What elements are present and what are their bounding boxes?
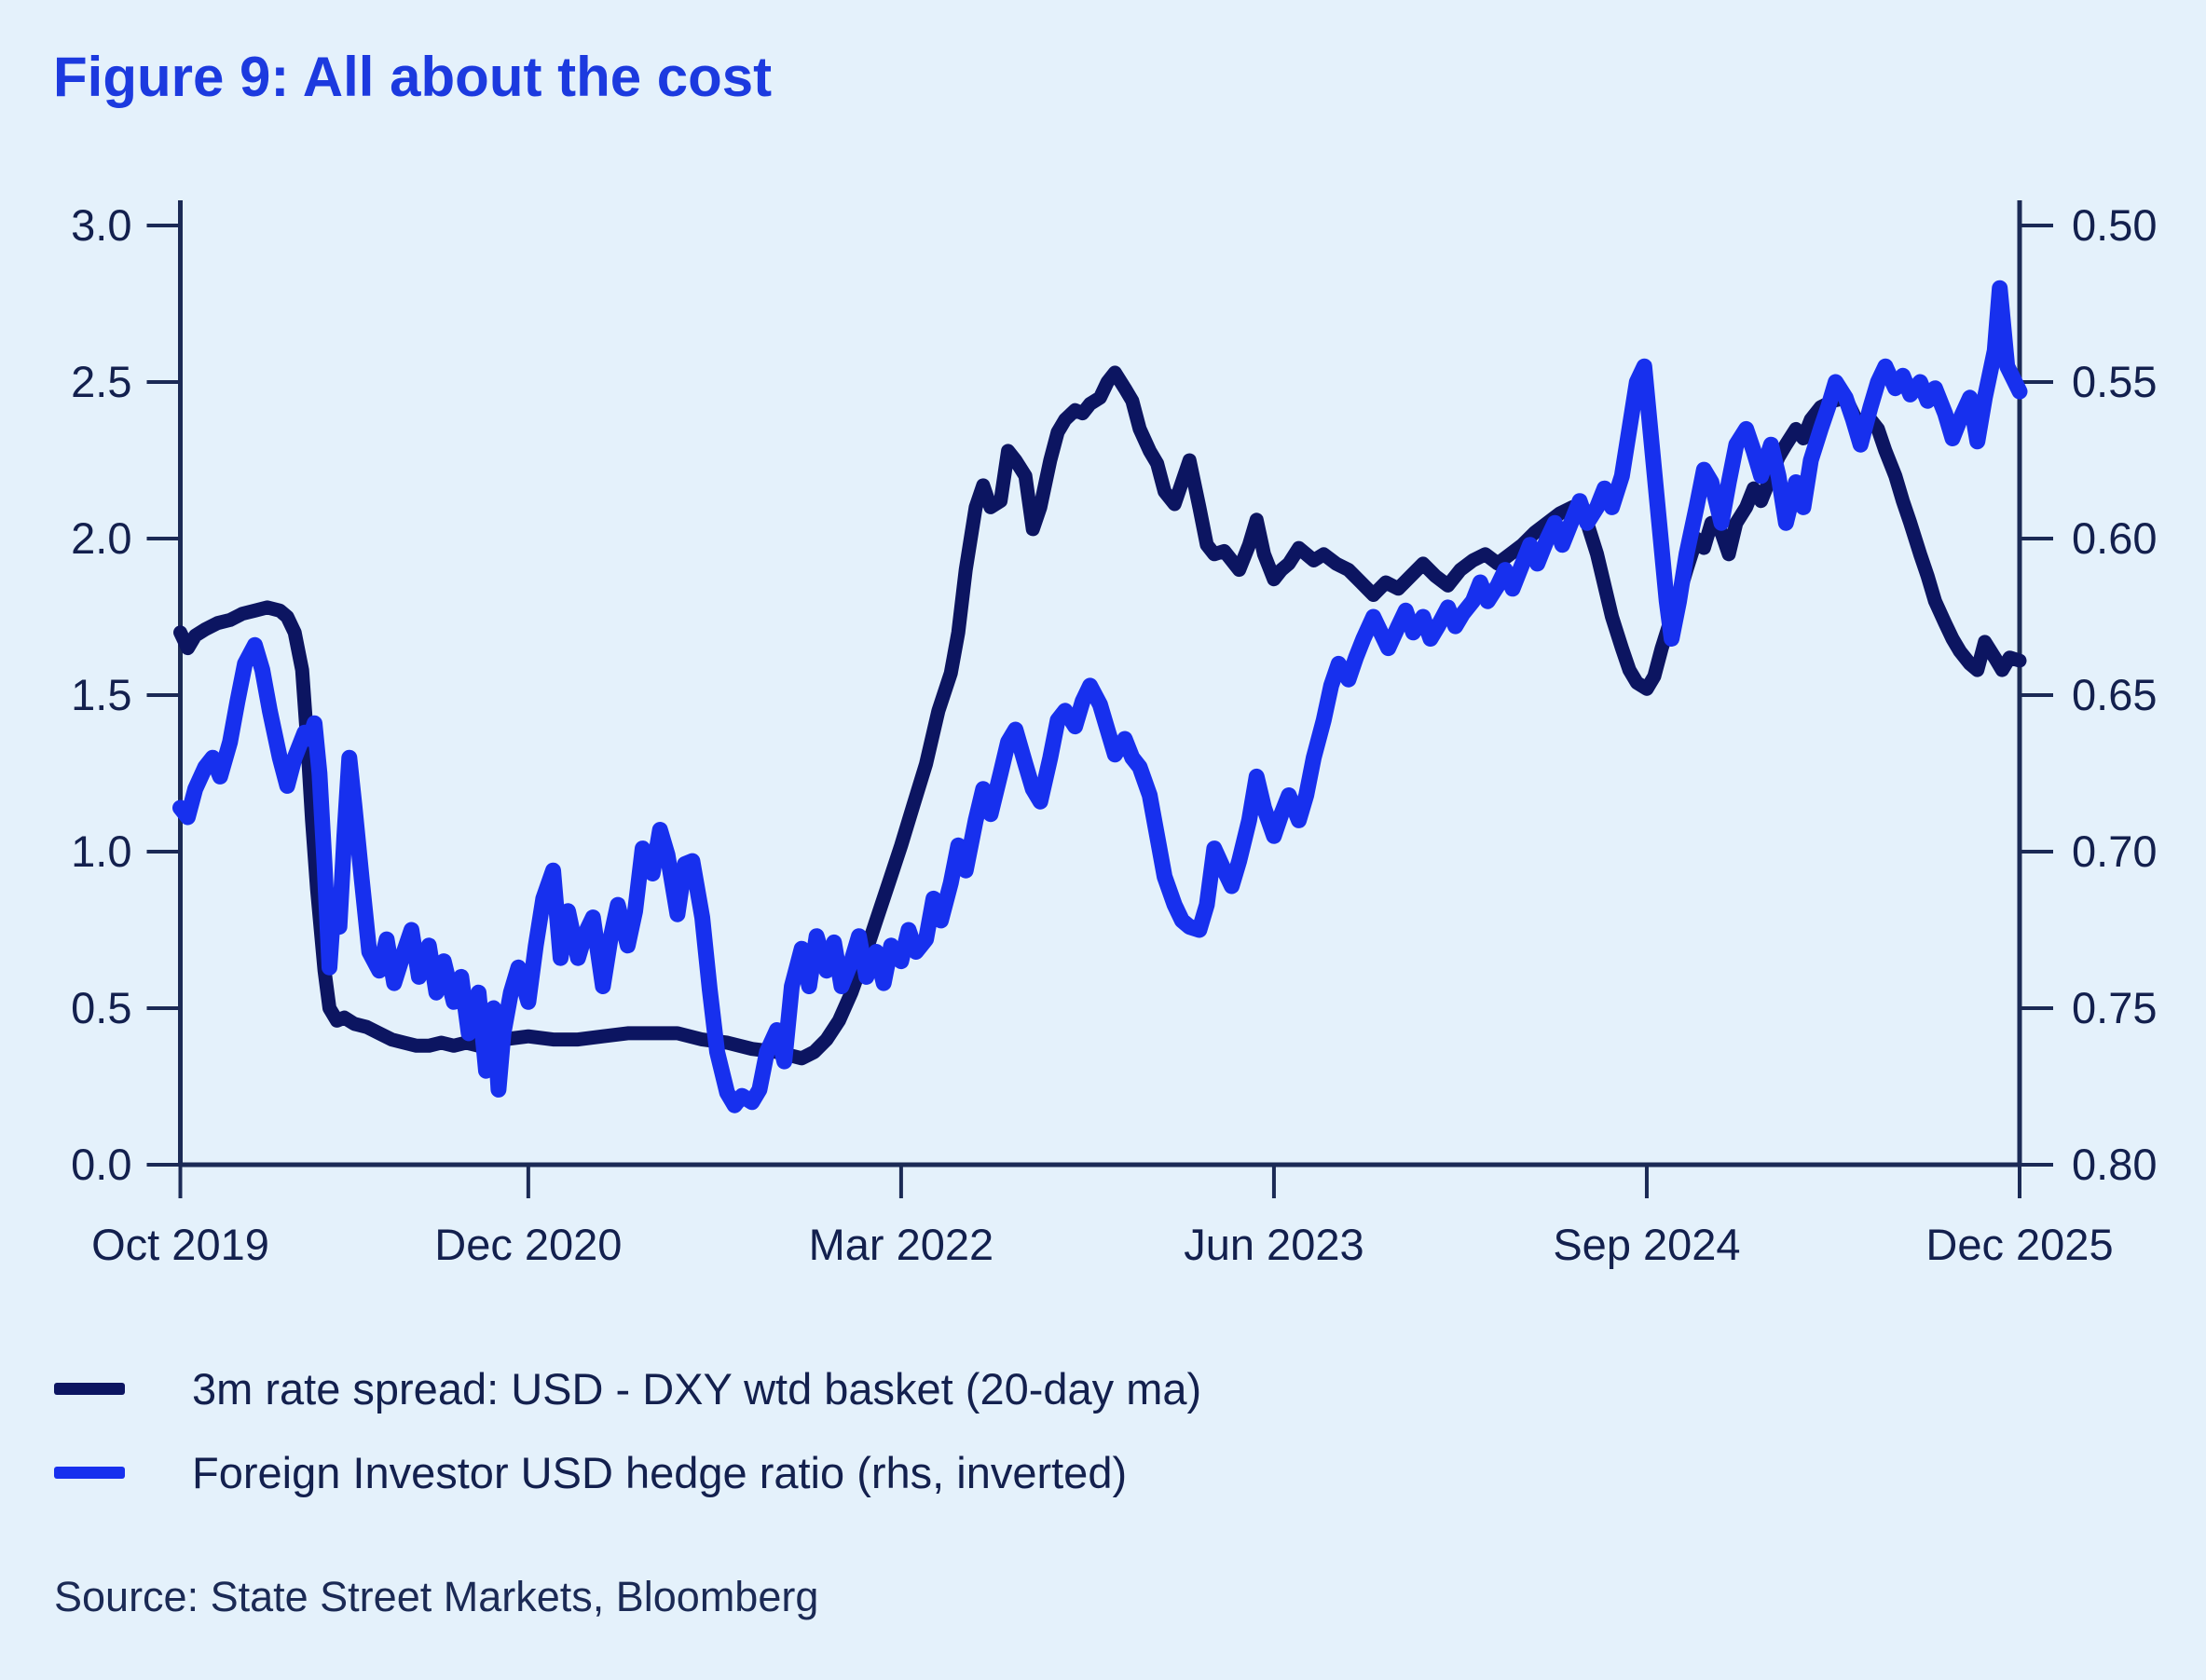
legend-item-hedge-ratio: Foreign Investor USD hedge ratio (rhs, i… — [54, 1446, 1201, 1498]
x-tick-label: Jun 2023 — [1184, 1220, 1363, 1269]
source-note: Source: State Street Markets, Bloomberg — [54, 1573, 819, 1620]
y-right-tick-label: 0.50 — [2072, 200, 2157, 250]
navy-line-swatch — [54, 1382, 125, 1395]
y-left-tick-label: 1.0 — [71, 826, 131, 876]
legend-label: 3m rate spread: USD - DXY wtd basket (20… — [192, 1363, 1202, 1414]
y-right-tick-label: 0.55 — [2072, 357, 2157, 406]
y-right-tick-label: 0.70 — [2072, 826, 2157, 876]
y-left-tick-label: 1.5 — [71, 670, 131, 719]
x-tick-label: Mar 2022 — [809, 1220, 994, 1269]
x-tick-label: Oct 2019 — [91, 1220, 269, 1269]
chart-legend: 3m rate spread: USD - DXY wtd basket (20… — [54, 1362, 1201, 1498]
blue-line-swatch — [54, 1466, 125, 1479]
x-tick-label: Dec 2020 — [434, 1220, 622, 1269]
figure-title: Figure 9: All about the cost — [53, 46, 773, 108]
y-left-tick-label: 3.0 — [71, 200, 131, 250]
hedge-ratio-line — [172, 280, 2028, 1113]
x-tick-label: Dec 2025 — [1925, 1220, 2113, 1269]
legend-label: Foreign Investor USD hedge ratio (rhs, i… — [192, 1447, 1128, 1497]
y-right-tick-label: 0.80 — [2072, 1140, 2157, 1189]
y-right-tick-label: 0.60 — [2072, 513, 2157, 563]
y-left-tick-label: 2.0 — [71, 513, 131, 563]
y-right-tick-label: 0.75 — [2072, 983, 2157, 1032]
y-left-tick-label: 2.5 — [71, 357, 131, 406]
y-right-tick-label: 0.65 — [2072, 670, 2157, 719]
x-tick-label: Sep 2024 — [1553, 1220, 1740, 1269]
chart-plot: 3.0 2.5 2.0 1.5 1.0 0.5 0.0 0.50 0.55 0.60 0.65 0.7… — [71, 200, 2157, 1269]
y-left-tick-label: 0.5 — [71, 983, 131, 1032]
y-left-tick-label: 0.0 — [71, 1140, 131, 1189]
legend-item-rate-spread: 3m rate spread: USD - DXY wtd basket (20… — [54, 1362, 1201, 1414]
